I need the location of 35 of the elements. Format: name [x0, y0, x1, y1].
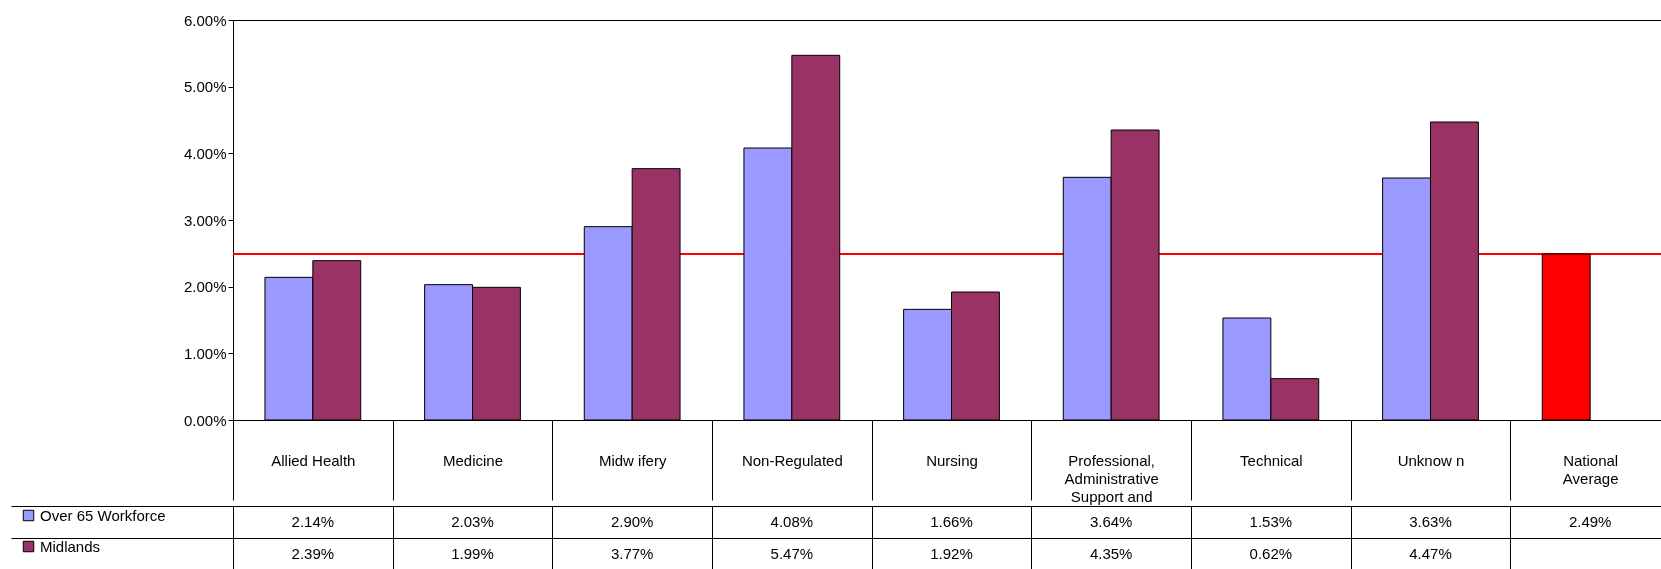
data-label: 1.53%: [1249, 513, 1293, 530]
x-tick-label: Nursing: [926, 451, 978, 469]
y-tick-label: 3.00%: [183, 211, 227, 229]
y-tick-label: 6.00%: [183, 11, 227, 29]
data-label: 0.62%: [1249, 545, 1293, 562]
data-label: 5.47%: [770, 545, 814, 562]
x-tick-label: Technical: [1240, 451, 1303, 469]
data-label: 1.99%: [451, 545, 494, 562]
data-label: 3.63%: [1409, 513, 1452, 530]
x-tick-label: Medicine: [442, 451, 504, 469]
data-label: 2.03%: [451, 513, 494, 530]
x-tick-label: Unknow n: [1397, 451, 1465, 469]
legend-label: Midlands: [40, 537, 101, 555]
y-tick-label: 1.00%: [183, 344, 227, 362]
data-label: 1.66%: [930, 513, 973, 530]
legend-label: Over 65 Workforce: [40, 506, 166, 524]
x-tick-label: Midw ifery: [598, 451, 667, 469]
data-label: 4.47%: [1409, 545, 1452, 562]
data-label: 4.08%: [770, 513, 814, 530]
data-label: 2.90%: [610, 513, 654, 530]
data-label: 3.64%: [1089, 513, 1133, 530]
x-tick-label: Non-Regulated: [741, 451, 843, 469]
y-tick-label: 0.00%: [183, 411, 227, 429]
data-label: 3.77%: [610, 545, 654, 562]
data-label: 4.35%: [1089, 545, 1133, 562]
y-tick-label: 5.00%: [183, 78, 227, 96]
data-label: 2.14%: [291, 513, 335, 530]
data-label: 2.39%: [291, 545, 335, 562]
data-label: 1.92%: [930, 545, 973, 562]
x-tick-label: Professional, Administrative Support and: [1064, 451, 1159, 505]
y-tick-label: 4.00%: [183, 144, 227, 162]
y-tick-label: 2.00%: [183, 278, 227, 296]
x-tick-label: National Average: [1562, 451, 1619, 487]
data-label: 2.49%: [1568, 513, 1612, 530]
x-tick-label: Allied Health: [271, 451, 356, 469]
